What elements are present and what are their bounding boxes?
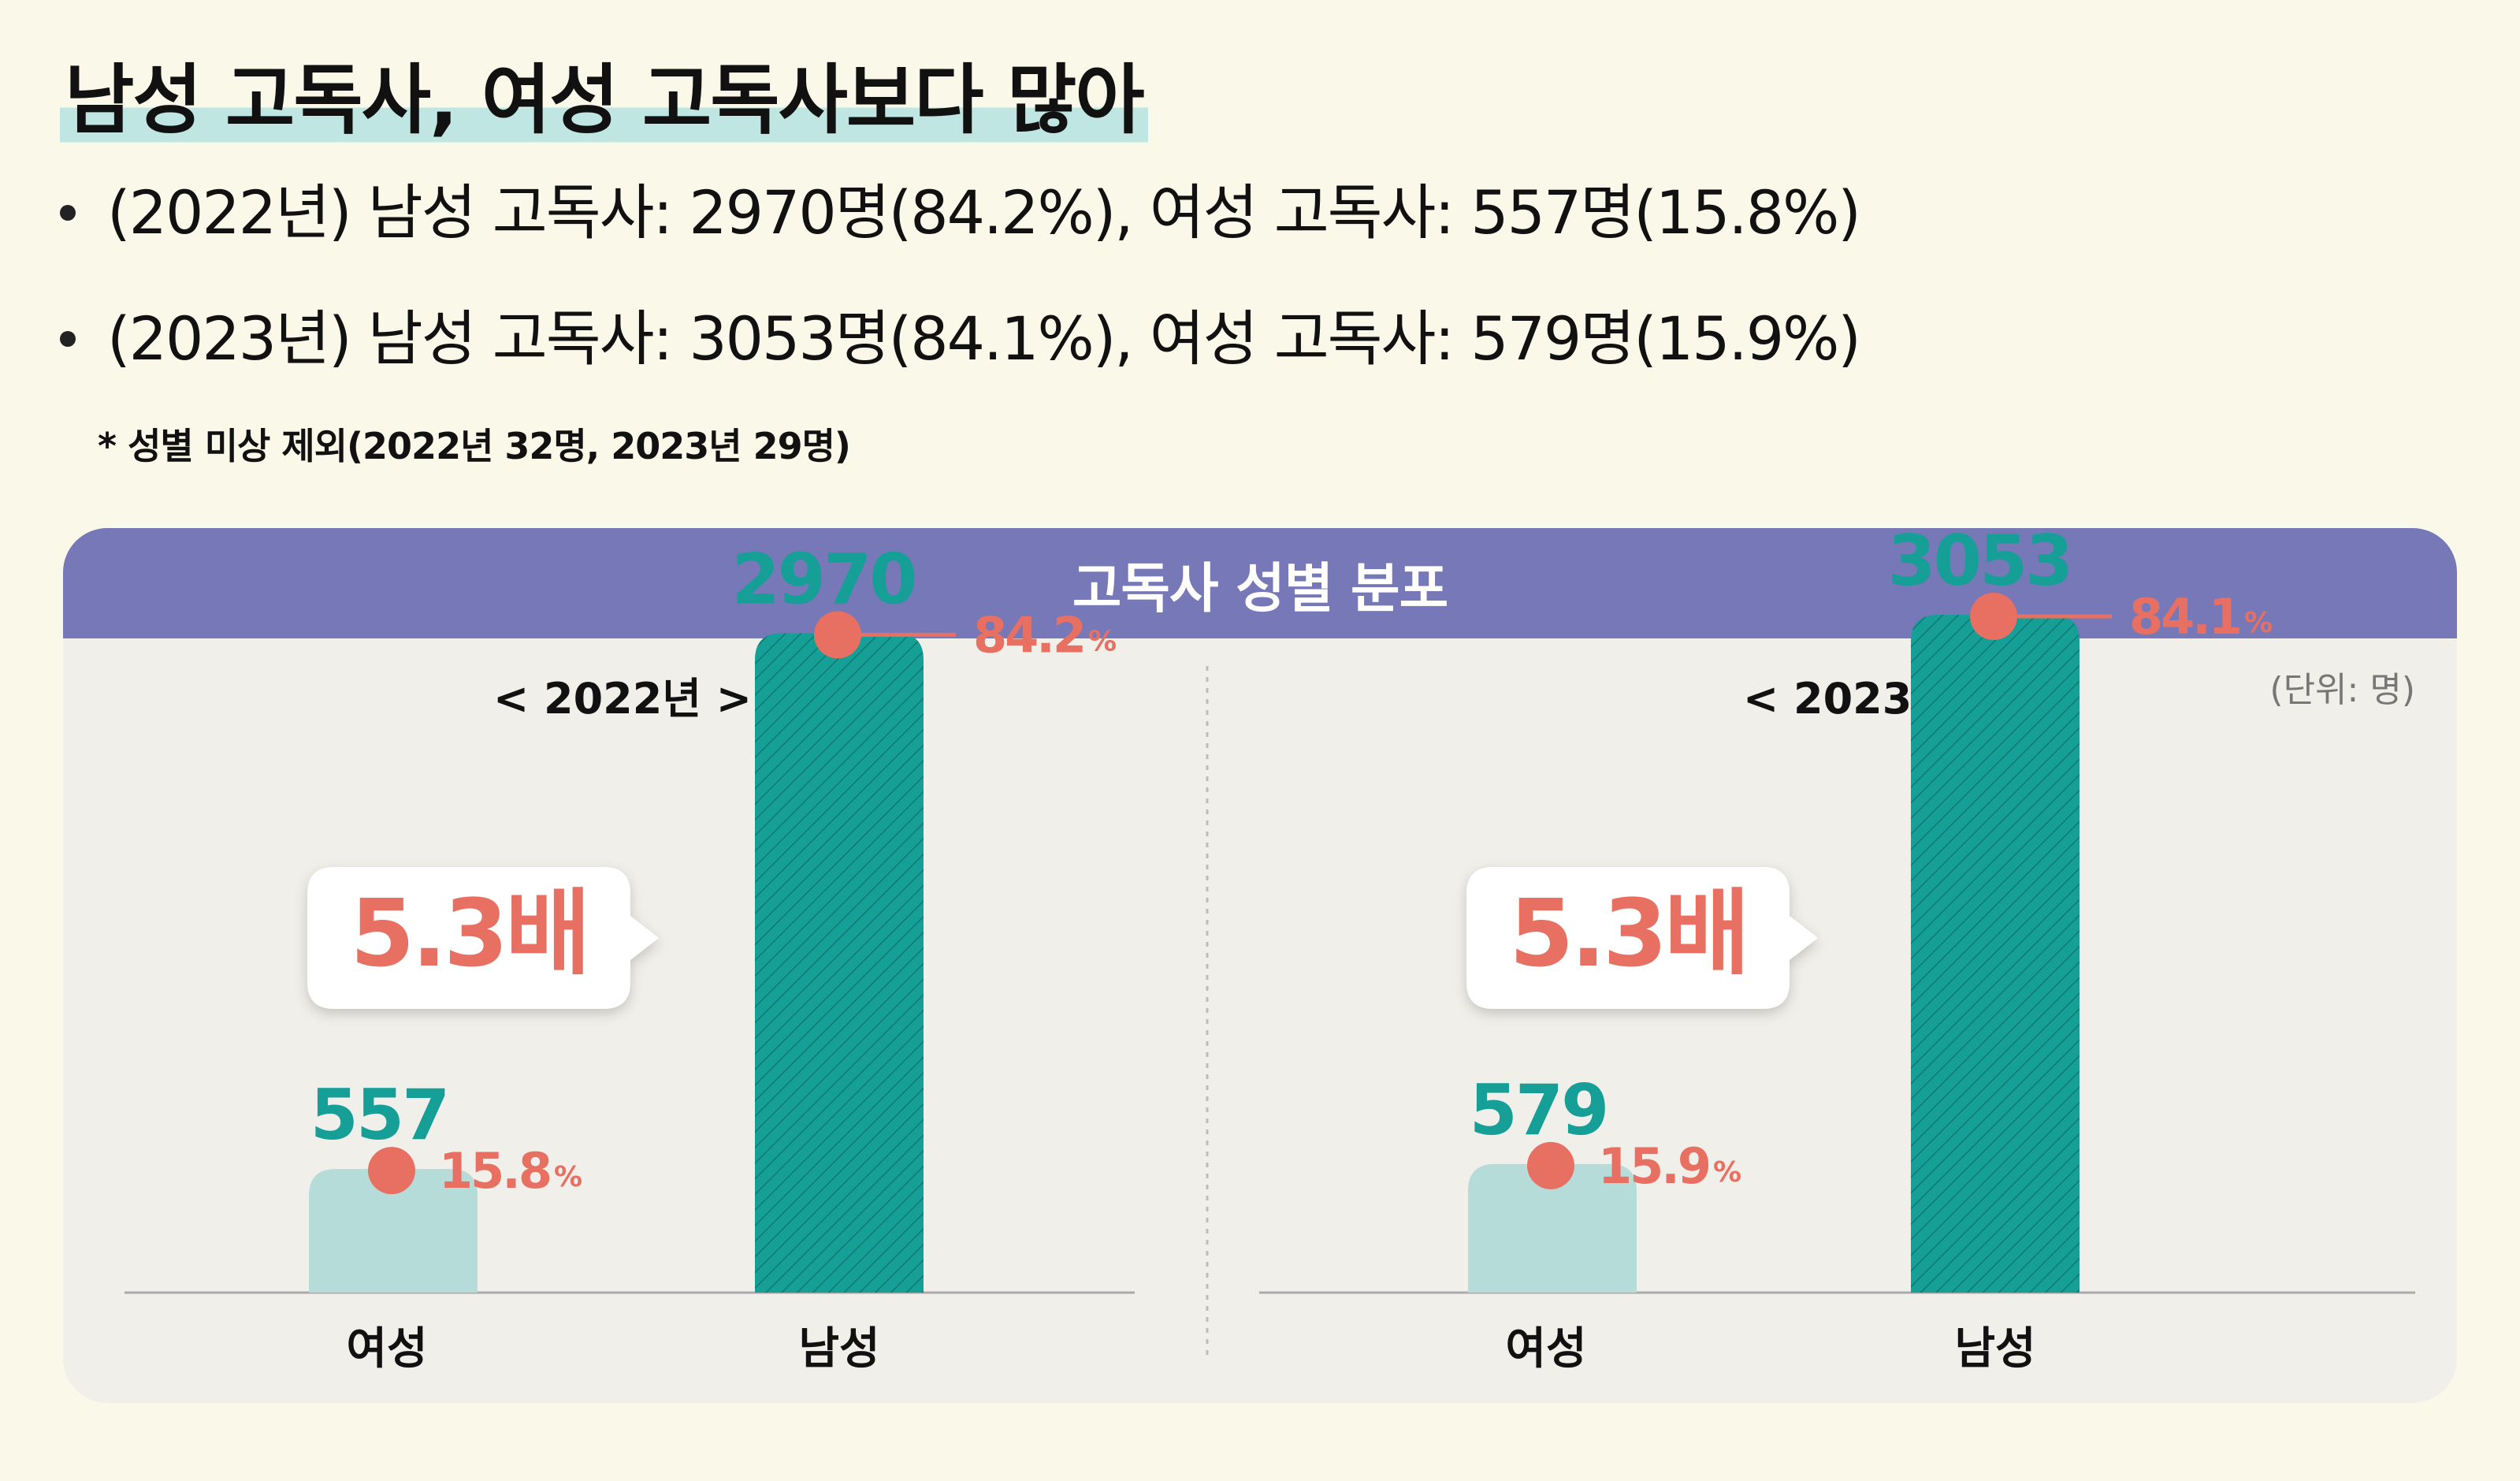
percent-marker [1527, 1141, 1574, 1189]
percent-unit: % [1713, 1156, 1741, 1189]
chart-panel: 고독사 성별 분포 (단위: 명) < 2022년 > 557 15.8% 여성 2970… [63, 528, 2457, 1403]
unit-label: (단위: 명) [2269, 670, 2415, 710]
percent-label: 84.2 [973, 606, 1084, 664]
bar-male [1911, 615, 2080, 1293]
ratio-label: 5.3배 [350, 879, 588, 988]
ratio-label: 5.3배 [1509, 879, 1747, 988]
bullet-list: (2022년) 남성 고독사: 2970명(84.2%), 여성 고독사: 55… [60, 177, 1861, 430]
percent-label: 15.9 [1598, 1137, 1709, 1195]
bullet-item-2022: (2022년) 남성 고독사: 2970명(84.2%), 여성 고독사: 55… [60, 177, 1861, 248]
bullet-dot-icon [60, 205, 76, 221]
bar-female [309, 1169, 478, 1293]
percent-label: 84.1 [2129, 588, 2240, 646]
value-label: 557 [310, 1074, 448, 1155]
bar-female [1468, 1163, 1637, 1293]
category-label: 여성 [1505, 1323, 1586, 1375]
headline: 남성 고독사, 여성 고독사보다 많아 [60, 55, 1148, 147]
bullet-dot-icon [60, 331, 76, 347]
bullet-item-2023: (2023년) 남성 고독사: 3053명(84.1%), 여성 고독사: 57… [60, 303, 1861, 374]
value-label: 2970 [732, 538, 916, 620]
value-label: 3053 [1888, 528, 2072, 601]
footnote: * 성별 미상 제외(2022년 32명, 2023년 29명) [98, 425, 851, 467]
percent-unit: % [1088, 625, 1117, 657]
category-label: 남성 [1954, 1323, 2035, 1375]
percent-unit: % [2244, 607, 2273, 639]
percent-label: 15.8 [439, 1142, 550, 1200]
ratio-callout [307, 867, 659, 1009]
bullet-text: (2023년) 남성 고독사: 3053명(84.1%), 여성 고독사: 57… [107, 303, 1861, 374]
value-label: 579 [1470, 1070, 1608, 1151]
panel-title: 고독사 성별 분포 [63, 528, 2457, 638]
percent-unit: % [554, 1161, 582, 1193]
category-label: 여성 [346, 1323, 427, 1375]
bullet-text: (2022년) 남성 고독사: 2970명(84.2%), 여성 고독사: 55… [107, 177, 1861, 247]
percent-marker [368, 1147, 415, 1195]
ratio-callout [1466, 867, 1818, 1009]
category-label: 남성 [798, 1323, 879, 1375]
bar-male [755, 633, 924, 1293]
chart-title: < 2022년 > [493, 674, 752, 724]
